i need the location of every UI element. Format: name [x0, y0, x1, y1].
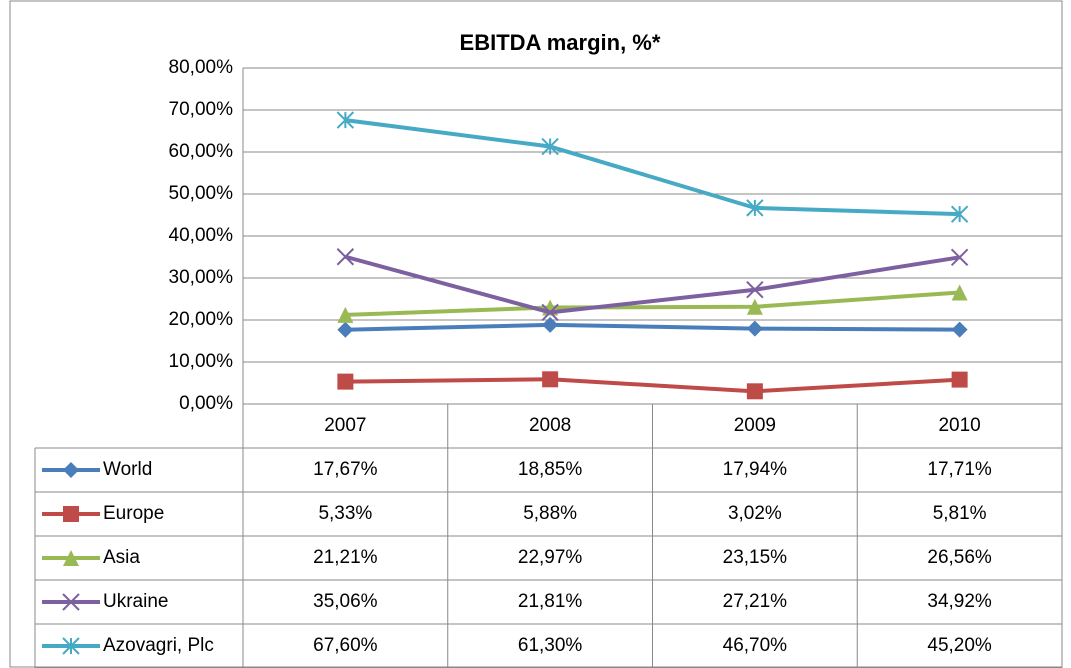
table-value: 5,88%	[523, 503, 577, 524]
series-line	[345, 290, 960, 317]
chart-title: EBITDA margin, %*	[460, 30, 661, 55]
table-value: 3,02%	[728, 503, 782, 524]
x-tick-label: 2010	[938, 415, 980, 436]
point-marker	[541, 303, 559, 322]
point-marker	[336, 111, 355, 129]
point-marker	[951, 321, 968, 338]
point-marker	[951, 371, 968, 388]
series-line	[345, 118, 960, 217]
series-line	[345, 377, 960, 394]
table-value: 5,33%	[318, 503, 372, 524]
table-value: 18,85%	[518, 459, 583, 480]
y-tick-label: 30,00%	[169, 267, 234, 288]
point-marker	[336, 248, 355, 266]
x-tick-label: 2007	[324, 415, 366, 436]
legend-label: World	[103, 459, 152, 480]
y-tick-label: 60,00%	[169, 141, 234, 162]
table-value: 46,70%	[723, 635, 788, 656]
legend-key-marker	[62, 637, 80, 655]
point-marker	[337, 321, 354, 338]
table-value: 5,81%	[933, 503, 987, 524]
x-tick-label: 2008	[529, 415, 571, 436]
table-value: 23,15%	[723, 547, 788, 568]
y-tick-label: 70,00%	[169, 99, 234, 120]
legend-key-marker	[63, 506, 79, 522]
y-tick-label: 50,00%	[169, 183, 234, 204]
chart-border	[9, 0, 1063, 668]
point-marker	[542, 316, 559, 333]
legend-label: Asia	[103, 547, 140, 568]
y-tick-label: 0,00%	[179, 393, 233, 414]
point-marker	[951, 284, 968, 301]
point-marker	[746, 383, 763, 400]
legend-key-marker	[63, 462, 79, 478]
legend-label: Azovagri, Plc	[103, 635, 214, 656]
point-marker	[746, 298, 763, 315]
table-value: 34,92%	[927, 591, 992, 612]
series-line	[345, 322, 960, 332]
legend-key-marker	[63, 550, 79, 566]
point-marker	[746, 320, 763, 337]
x-tick-label: 2009	[734, 415, 776, 436]
point-marker	[337, 306, 354, 323]
point-marker	[337, 373, 354, 390]
point-marker	[950, 205, 969, 223]
legend-label: Europe	[103, 503, 164, 524]
legend-key-marker	[62, 593, 80, 611]
point-marker	[541, 137, 559, 156]
table-value: 61,30%	[518, 635, 583, 656]
table-value: 17,71%	[927, 459, 992, 480]
table-value: 27,21%	[723, 591, 788, 612]
y-tick-label: 40,00%	[169, 225, 234, 246]
series-line	[344, 254, 960, 315]
table-value: 17,67%	[313, 459, 378, 480]
table-value: 26,56%	[927, 547, 992, 568]
point-marker	[746, 199, 764, 217]
table-value: 17,94%	[723, 459, 788, 480]
y-tick-label: 80,00%	[169, 57, 234, 78]
table-value: 21,81%	[518, 591, 583, 612]
table-value: 35,06%	[313, 591, 378, 612]
point-marker	[950, 248, 969, 267]
table-value: 21,21%	[313, 547, 378, 568]
table-value: 45,20%	[927, 635, 992, 656]
table-value: 67,60%	[313, 635, 378, 656]
y-tick-label: 20,00%	[169, 309, 234, 330]
point-marker	[542, 371, 559, 388]
y-tick-label: 10,00%	[169, 351, 234, 372]
table-value: 22,97%	[518, 547, 583, 568]
legend-label: Ukraine	[103, 591, 168, 612]
point-marker	[746, 281, 764, 299]
